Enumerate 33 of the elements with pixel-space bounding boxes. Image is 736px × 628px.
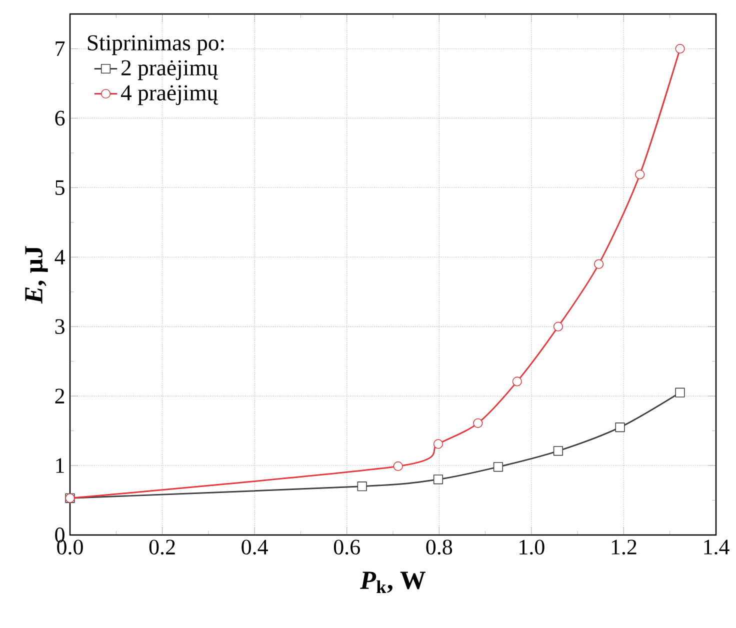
legend-label: 2 praėjimų [122, 60, 218, 80]
legend-title: Stiprinimas po: [88, 35, 224, 56]
y-tick-label: 2 [55, 388, 64, 404]
point [553, 322, 563, 332]
legend-label: 4 praėjimų [120, 85, 218, 106]
y-axis-title: E, μJ [25, 246, 48, 304]
point [615, 422, 625, 432]
x-axis-title: P$_{k}$, W [360, 572, 426, 593]
y-tick-label: 7 [56, 42, 65, 56]
y-tick-label: 5 [56, 180, 64, 195]
y-tick-label: 1 [56, 458, 64, 473]
x-tick-label: 1.0 [520, 540, 544, 555]
point [553, 446, 563, 456]
point [675, 44, 685, 54]
point [493, 462, 504, 472]
y-tick-label: 3 [55, 319, 64, 334]
x-tick-label: 1.4 [704, 540, 730, 555]
x-tick-label: 0.2 [149, 540, 175, 555]
point [635, 170, 645, 180]
point [594, 259, 604, 269]
point [393, 461, 403, 472]
point [473, 418, 483, 428]
y-tick-label: 4 [54, 250, 65, 264]
x-tick-label: 0.8 [426, 540, 452, 555]
x-tick-label: 1.2 [612, 540, 636, 555]
x-tick-label: 0.4 [242, 540, 268, 555]
point [433, 439, 444, 449]
point [433, 474, 444, 484]
point [357, 482, 367, 492]
x-tick-label: 0.6 [334, 540, 360, 555]
point [675, 388, 685, 398]
point [512, 376, 522, 386]
y-tick-label: 6 [55, 110, 65, 126]
